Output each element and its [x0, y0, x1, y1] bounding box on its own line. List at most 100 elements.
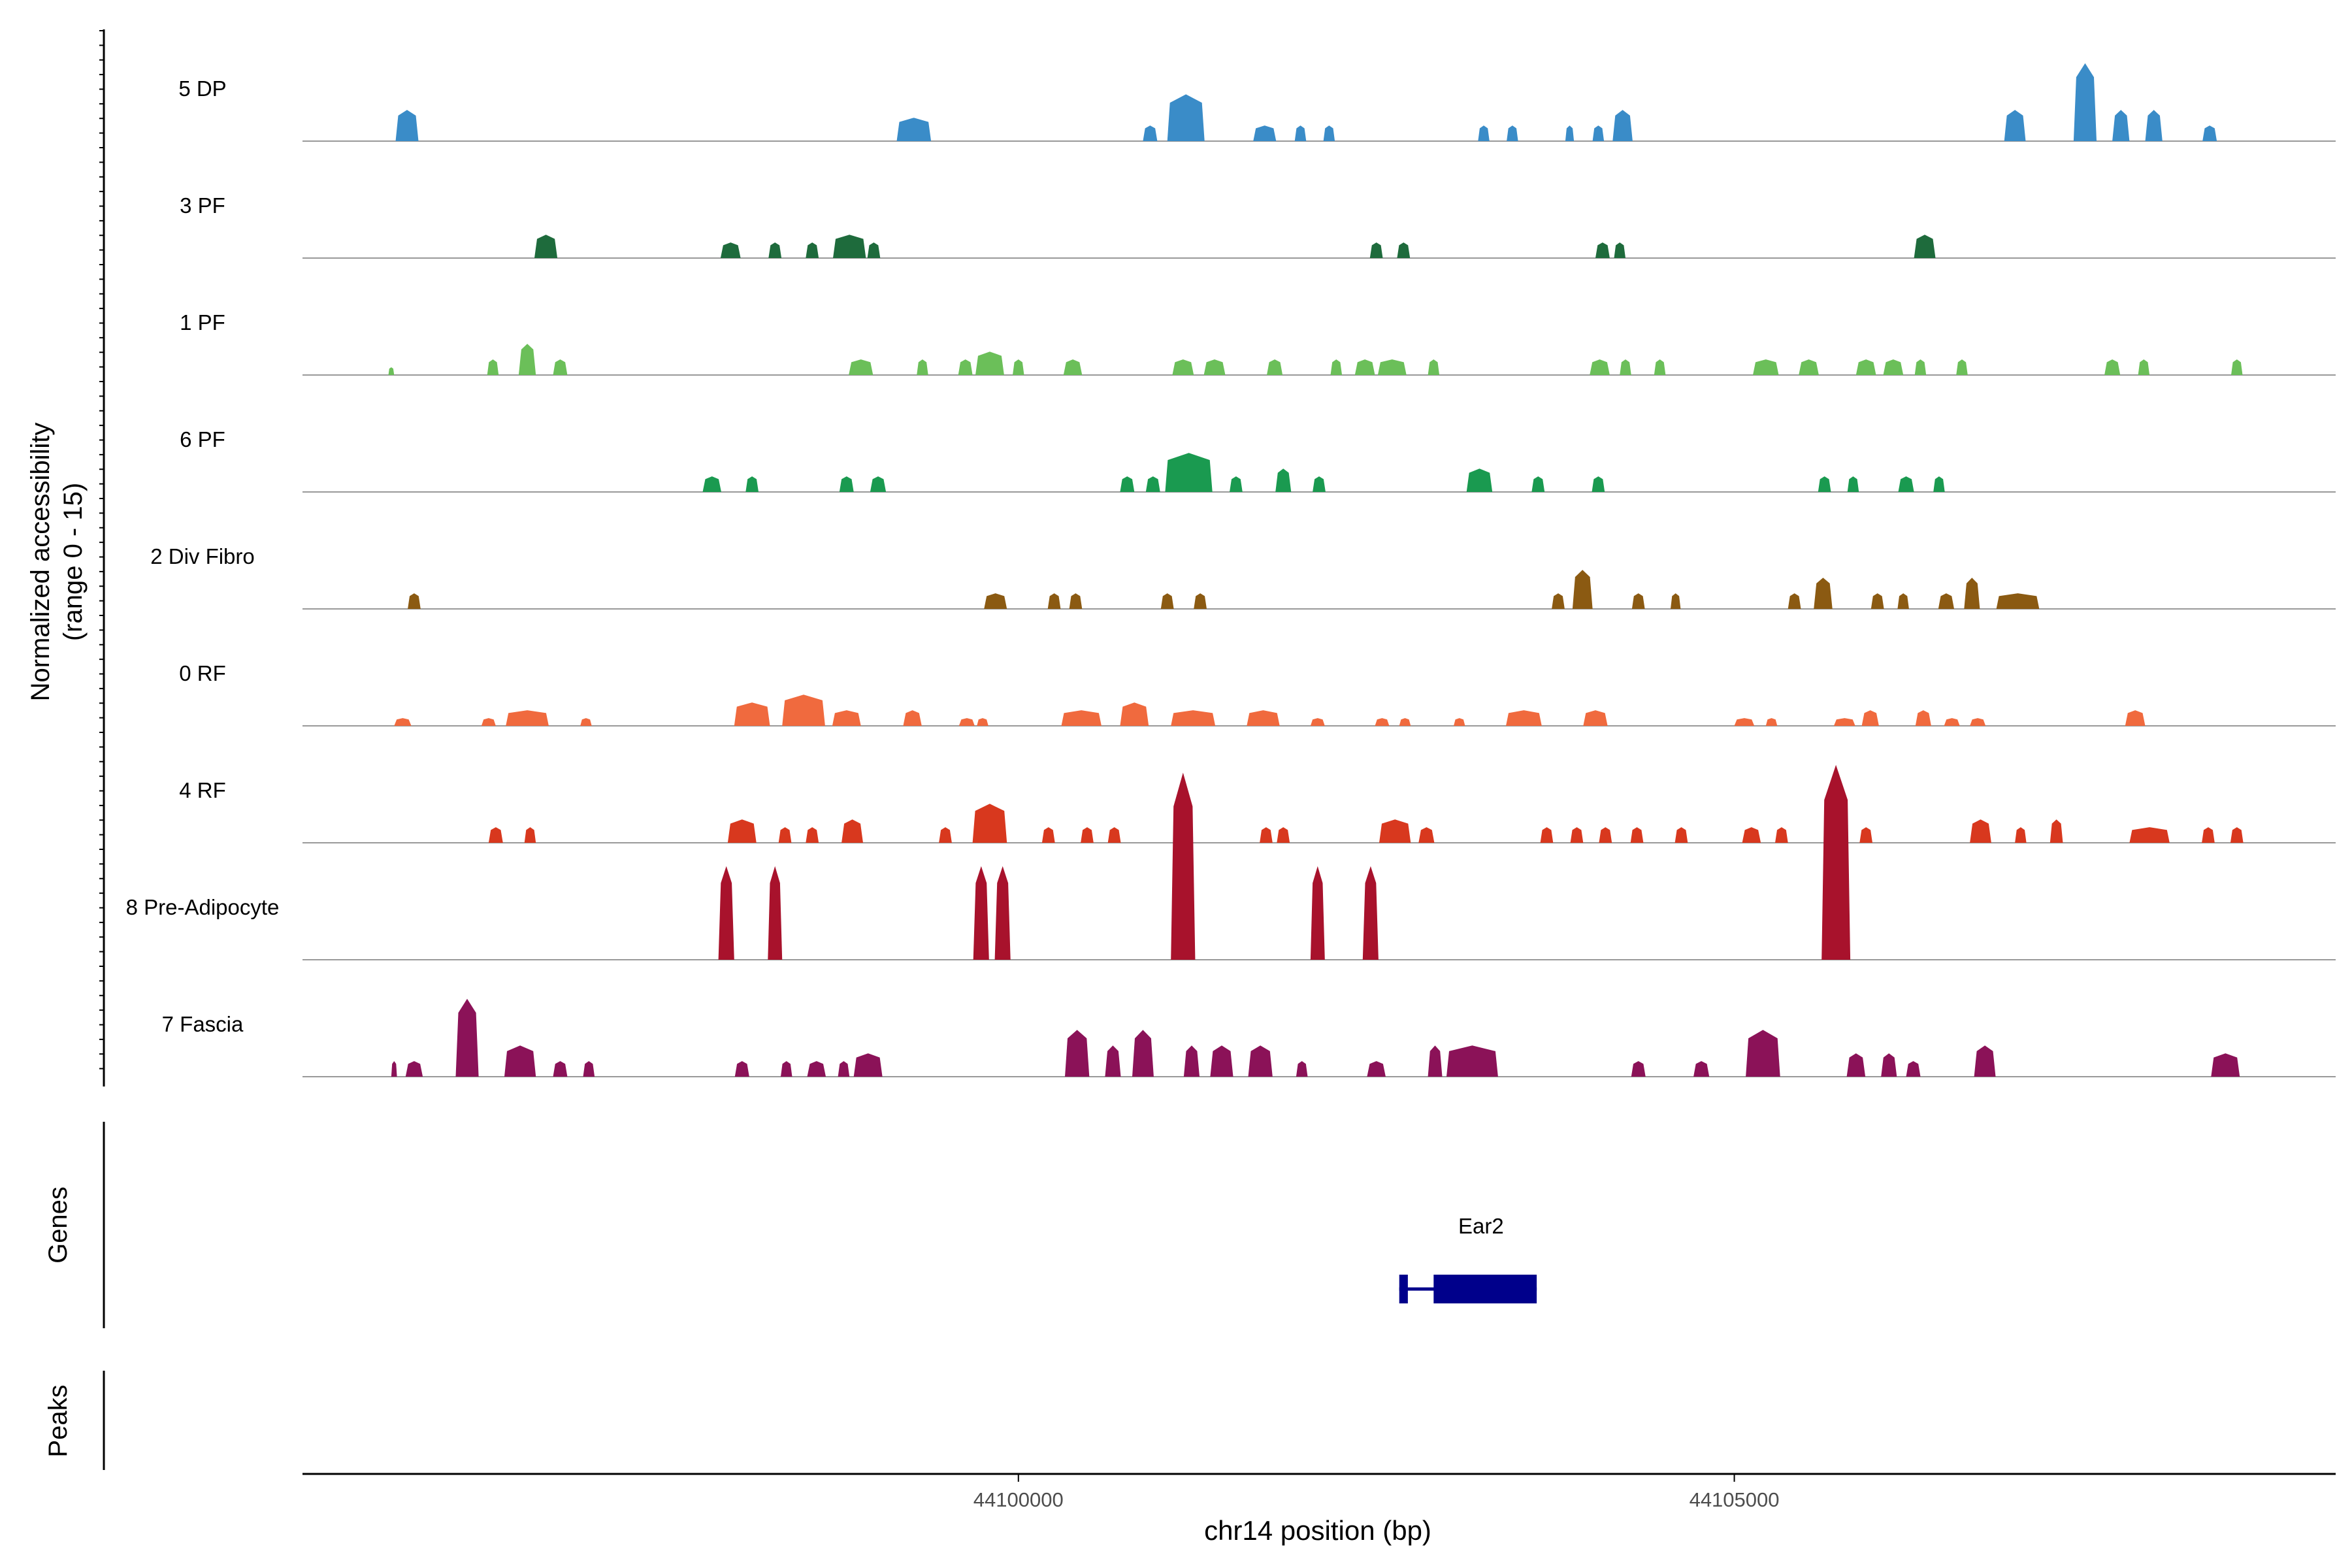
coverage-peak [1833, 718, 1855, 726]
coverage-peak [1330, 359, 1343, 375]
track-label-2-div-fibro: 2 Div Fibro [150, 544, 255, 568]
coverage-peak [1855, 359, 1876, 375]
coverage-peak [1143, 125, 1158, 141]
coverage-peak [1996, 593, 2040, 609]
coverage-peak [1063, 359, 1083, 375]
coverage-peak [481, 718, 496, 726]
coverage-peak [1248, 1045, 1273, 1077]
coverage-peak [807, 1061, 826, 1077]
coverage-peak [1870, 593, 1884, 609]
coverage-peak [2211, 1053, 2240, 1077]
coverage-peak [1765, 718, 1778, 726]
coverage-peak [1565, 125, 1575, 141]
genes-track-label: Genes [44, 1186, 73, 1264]
track-label-6-pf: 6 PF [180, 427, 225, 451]
coverage-peak [1620, 359, 1631, 375]
coverage-peak [1065, 1030, 1090, 1077]
coverage-peak [1466, 468, 1493, 492]
coverage-peak [867, 242, 881, 258]
track-label-7-fascia: 7 Fascia [162, 1012, 244, 1036]
track-4-rf [488, 804, 2244, 843]
coverage-peak [939, 827, 952, 843]
x-tick-label: 44105000 [1690, 1488, 1780, 1511]
coverage-peak [975, 351, 1004, 375]
coverage-peak [1454, 718, 1465, 726]
coverage-peak [1974, 1045, 1996, 1077]
coverage-peak [1630, 827, 1644, 843]
coverage-peak [1799, 359, 1819, 375]
coverage-peak [1592, 125, 1605, 141]
coverage-peak [2145, 110, 2163, 141]
coverage-peak [1570, 827, 1584, 843]
coverage-peak [994, 866, 1011, 960]
coverage-peak [718, 866, 734, 960]
coverage-peak [768, 242, 782, 258]
coverage-peak [1933, 476, 1945, 492]
coverage-peak [1914, 235, 1936, 258]
gene-exon [1399, 1275, 1408, 1303]
coverage-peak [583, 1061, 595, 1077]
coverage-peak [870, 476, 887, 492]
coverage-peak [768, 866, 783, 960]
coverage-peak [2230, 827, 2244, 843]
coverage-peak [1377, 359, 1407, 375]
coverage-peak [917, 359, 928, 375]
coverage-peak [782, 694, 825, 726]
coverage-peak [1612, 110, 1633, 141]
track-label-3-pf: 3 PF [180, 193, 225, 218]
track-2-div-fibro [408, 570, 2040, 609]
coverage-peak [553, 1061, 568, 1077]
coverage-peak [1734, 718, 1755, 726]
coverage-peak [1590, 359, 1610, 375]
coverage-peak [1531, 476, 1545, 492]
coverage-peak [1069, 593, 1083, 609]
coverage-peak [1631, 1061, 1646, 1077]
coverage-peak [841, 819, 863, 843]
coverage-peak [1540, 827, 1554, 843]
coverage-peak [1362, 866, 1379, 960]
coverage-peak [1379, 819, 1411, 843]
coverage-peak [1260, 827, 1273, 843]
coverage-peak [2073, 63, 2097, 141]
coverage-peak [806, 827, 819, 843]
coverage-peak [2129, 827, 2170, 843]
coverage-peak [1671, 593, 1681, 609]
coverage-peak [778, 827, 792, 843]
coverage-peak [1970, 718, 1986, 726]
coverage-peak [504, 1045, 536, 1077]
coverage-peak [1294, 125, 1307, 141]
coverage-peak [405, 1061, 423, 1077]
coverage-peak [1788, 593, 1801, 609]
coverage-peak [1171, 772, 1196, 960]
gene-exon [1433, 1275, 1537, 1303]
coverage-peak [1861, 710, 1879, 726]
coverage-peak [1970, 819, 1991, 843]
coverage-peak [1081, 827, 1094, 843]
coverage-peak [1674, 827, 1688, 843]
coverage-peak [524, 827, 536, 843]
coverage-peak [388, 367, 395, 375]
track-label-5-dp: 5 DP [178, 76, 226, 101]
coverage-peak [1898, 476, 1914, 492]
coverage-peak [1428, 359, 1440, 375]
coverage-peak [984, 593, 1007, 609]
coverage-peak [1964, 578, 1980, 609]
coverage-peak [1418, 827, 1435, 843]
coverage-peak [488, 827, 503, 843]
coverage-peak [833, 235, 866, 258]
coverage-peak [394, 718, 412, 726]
coverage-peak [1631, 593, 1645, 609]
coverage-peak [853, 1053, 883, 1077]
coverage-peak [2004, 110, 2026, 141]
coverage-peak [1171, 710, 1216, 726]
coverage-peak [1595, 242, 1610, 258]
coverage-peak [1654, 359, 1666, 375]
coverage-peak [1160, 593, 1174, 609]
coverage-peak [1047, 593, 1061, 609]
coverage-peak [1693, 1061, 1710, 1077]
coverage-peak [1883, 359, 1904, 375]
track-5-dp [395, 63, 2217, 141]
coverage-peak [1277, 827, 1290, 843]
gene-label: Ear2 [1458, 1214, 1504, 1238]
coverage-peak [1746, 1030, 1780, 1077]
